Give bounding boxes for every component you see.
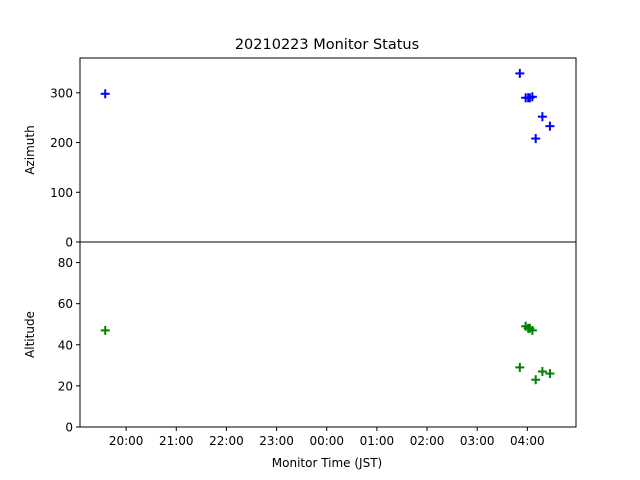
altitude-y-tick-label: 60: [58, 297, 73, 311]
altitude-data-point: [515, 362, 525, 372]
x-tick-label: 21:00: [159, 434, 194, 448]
altitude-y-tick-label: 20: [58, 379, 73, 393]
azimuth-y-tick-label: 100: [50, 186, 73, 200]
altitude-data-point: [537, 367, 547, 376]
azimuth-data-point: [100, 89, 110, 99]
chart-title: 20210223 Monitor Status: [235, 37, 419, 53]
altitude-panel: 0 20 40 60 80 Altitude 20:00 21:00 22:00 23:00 00:…: [23, 241, 577, 448]
x-tick-label: 00:00: [309, 434, 344, 448]
x-tick-label: 23:00: [259, 434, 294, 448]
azimuth-panel: 0 100 200 300 Azimuth: [23, 57, 577, 250]
altitude-y-axis-label: Altitude: [23, 311, 37, 358]
azimuth-plot-frame: [79, 57, 577, 243]
azimuth-data-point: [527, 92, 537, 102]
x-tick-label: 01:00: [360, 434, 395, 448]
altitude-data-point: [100, 325, 110, 335]
x-axis-label: Monitor Time (JST): [272, 456, 382, 470]
altitude-y-tick-label: 0: [65, 421, 73, 435]
x-tick-label: 04:00: [510, 434, 545, 448]
azimuth-data-point: [537, 112, 547, 122]
x-tick-label: 02:00: [410, 434, 445, 448]
altitude-data-point: [531, 375, 541, 385]
azimuth-data-point: [545, 121, 555, 131]
azimuth-y-tick-label: 300: [50, 86, 73, 100]
azimuth-y-axis-label: Azimuth: [23, 125, 37, 174]
x-tick-label: 22:00: [209, 434, 244, 448]
altitude-y-tick-label: 80: [58, 256, 73, 270]
altitude-plot-frame: [79, 241, 577, 428]
altitude-data-point: [545, 369, 555, 379]
altitude-data-point: [527, 325, 537, 335]
azimuth-data-point: [515, 68, 525, 78]
azimuth-y-tick-label: 0: [65, 236, 73, 250]
azimuth-data-point: [531, 134, 541, 144]
x-tick-label: 03:00: [460, 434, 495, 448]
x-tick-label: 20:00: [109, 434, 144, 448]
azimuth-y-tick-label: 200: [50, 136, 73, 150]
altitude-y-tick-label: 40: [58, 338, 73, 352]
